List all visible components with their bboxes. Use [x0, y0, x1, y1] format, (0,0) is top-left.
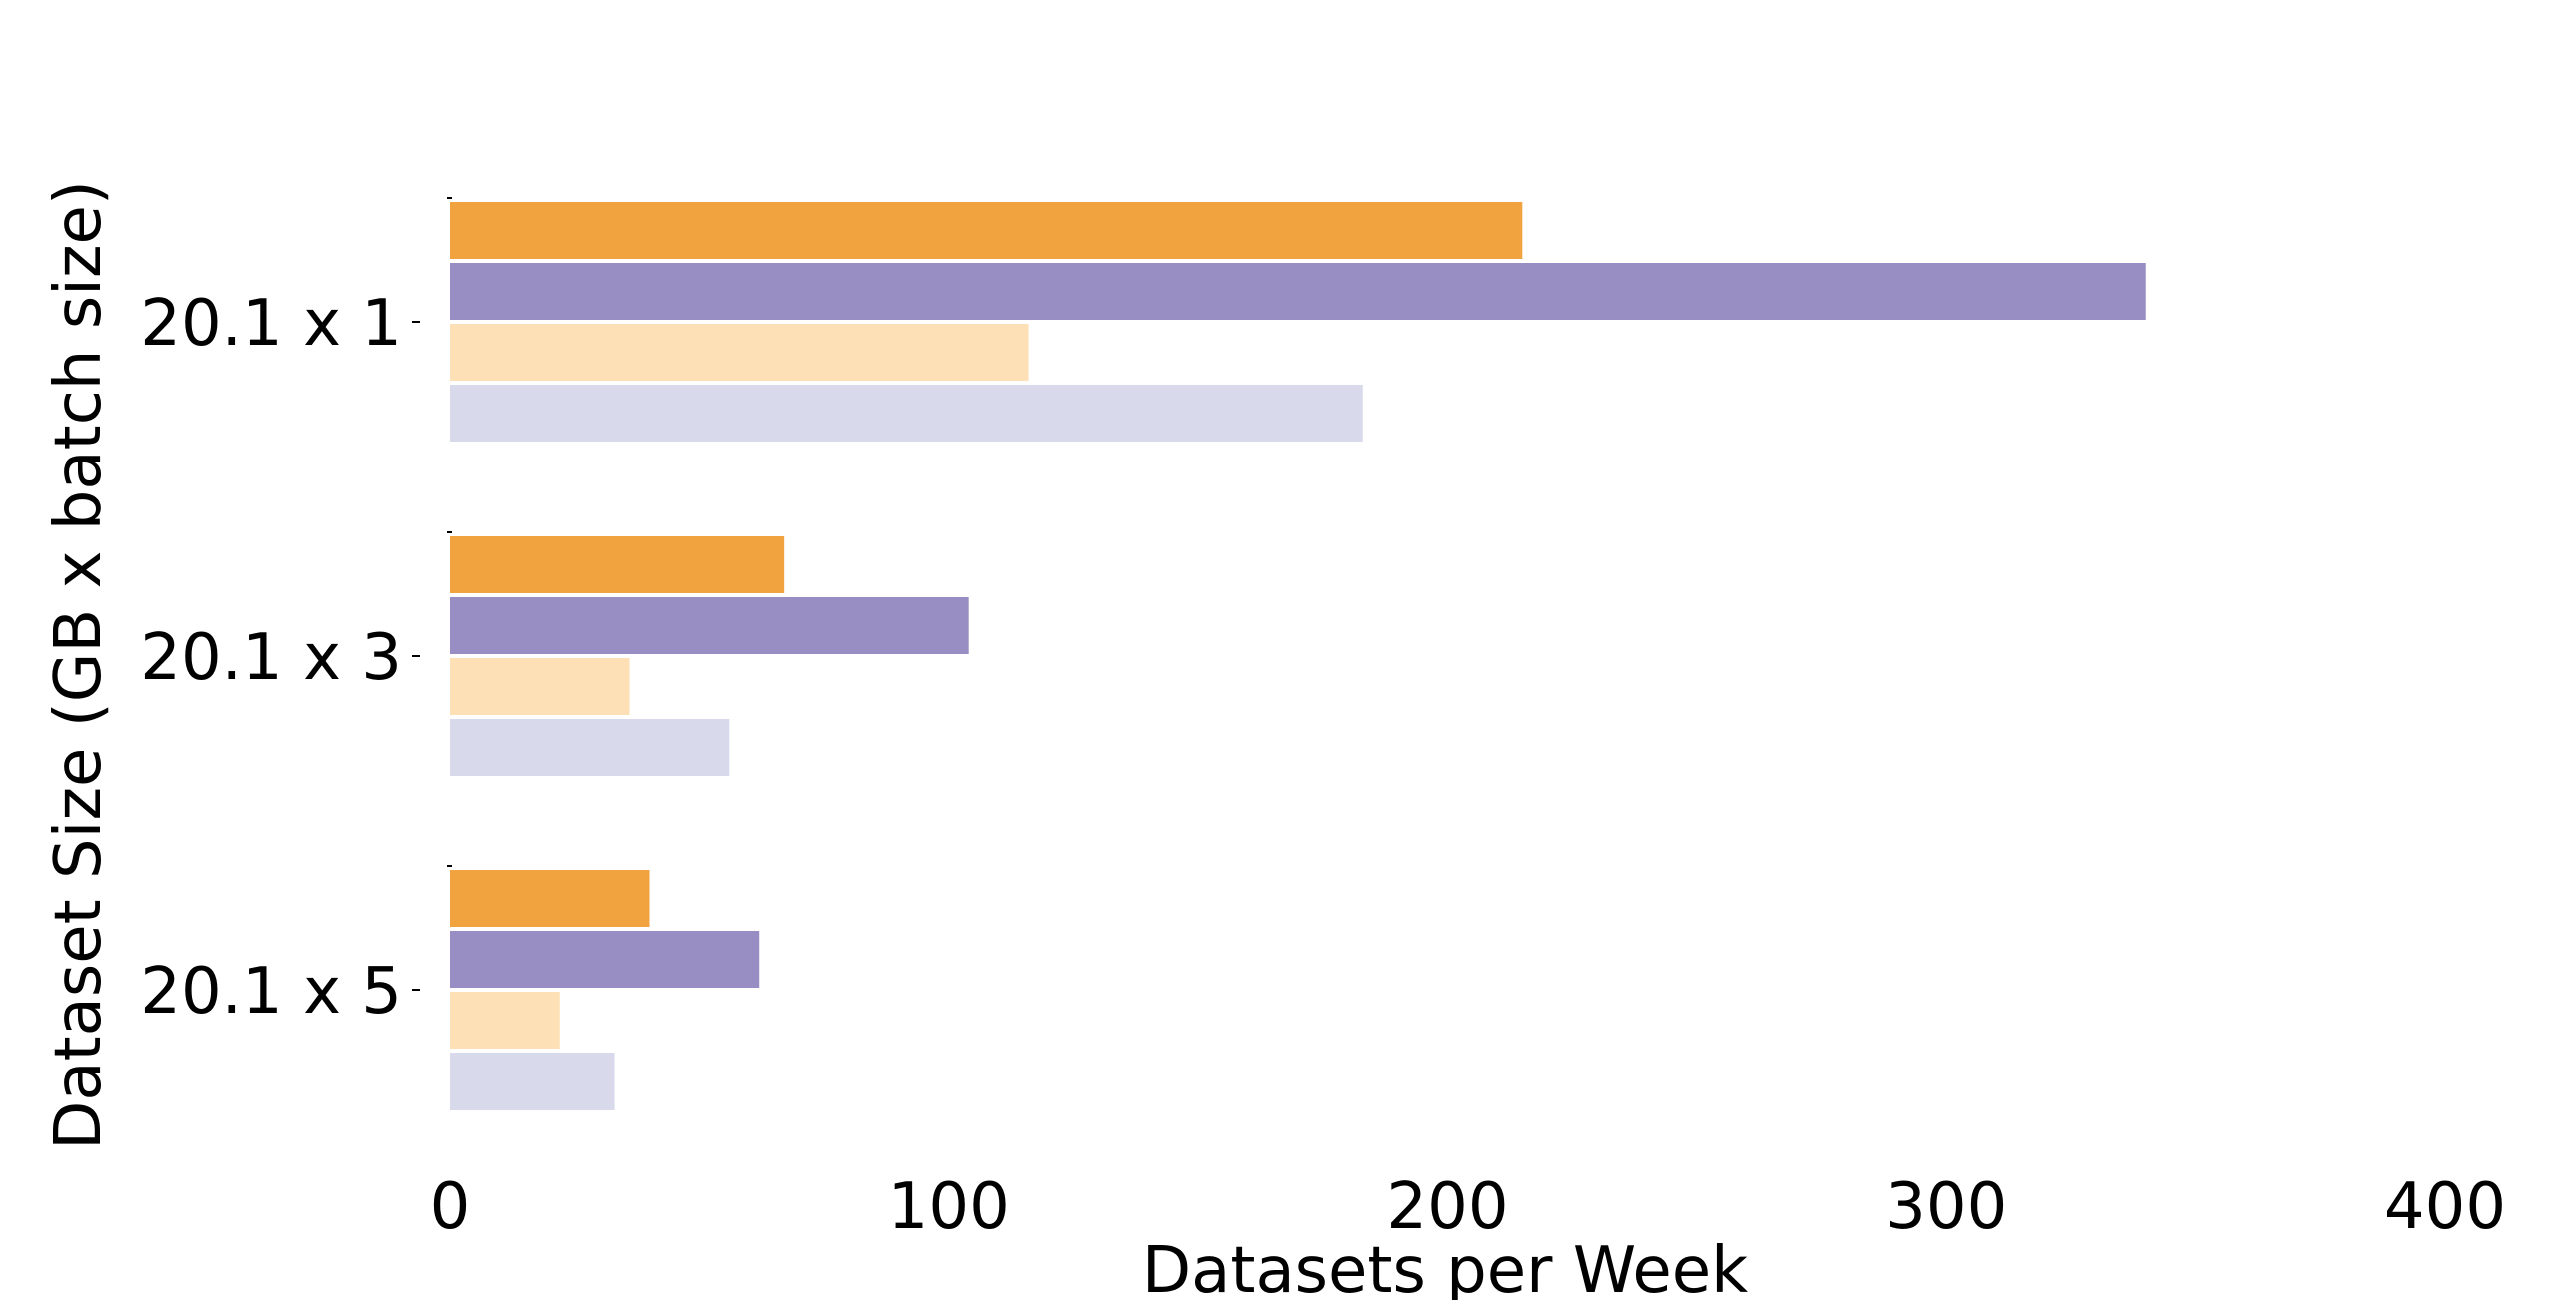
y-axis-ticks: 20.1 x 1 20.1 x 3 20.1 x 5 [140, 197, 452, 1029]
bar-1-series-2 [450, 263, 2146, 320]
x-tick-label: 300 [1885, 1170, 2007, 1244]
bar-1-series-1 [450, 202, 1523, 259]
bar-3-series-3 [450, 992, 560, 1049]
x-tick-label: 0 [430, 1170, 471, 1244]
bar-3-series-4 [450, 1053, 615, 1110]
x-tick-label: 400 [2384, 1170, 2506, 1244]
bars-group [450, 202, 2146, 1110]
y-tick-label: 20.1 x 3 [140, 621, 402, 695]
bar-3-series-2 [450, 931, 760, 988]
bar-1-series-3 [450, 324, 1029, 381]
y-tick-label: 20.1 x 1 [140, 287, 402, 361]
x-axis-label: Datasets per Week [1142, 1234, 1748, 1300]
bar-2-series-4 [450, 719, 730, 776]
x-tick-label: 100 [888, 1170, 1010, 1244]
bar-2-series-3 [450, 658, 630, 715]
y-axis-label: Dataset Size (GB x batch size) [42, 180, 116, 1150]
y-tick-label: 20.1 x 5 [140, 955, 402, 1029]
bar-2-series-1 [450, 536, 785, 593]
x-tick-label: 200 [1386, 1170, 1508, 1244]
bar-3-series-1 [450, 870, 650, 927]
bar-1-series-4 [450, 385, 1363, 442]
x-axis-ticks: 0 100 200 300 400 [430, 1170, 2506, 1244]
bar-2-series-2 [450, 597, 969, 654]
